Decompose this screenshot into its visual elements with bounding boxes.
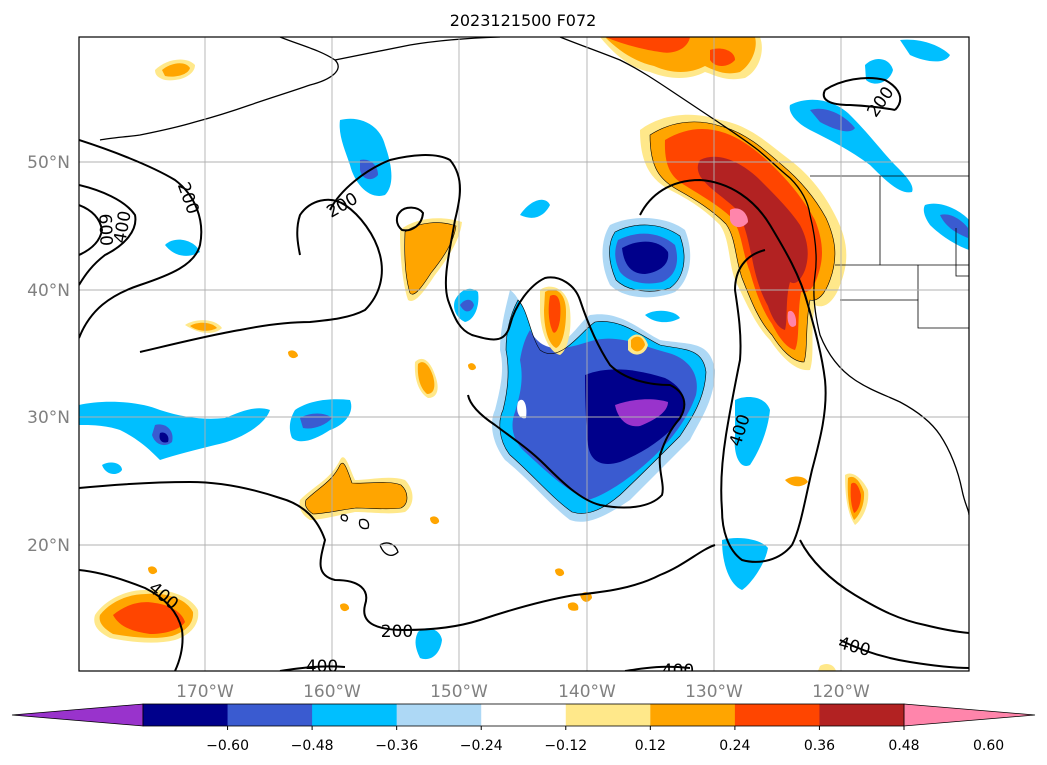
colorbar-tick-label: −0.48 [291, 738, 334, 754]
lat-label: 20°N [27, 536, 70, 556]
colorbar-tick-label: 0.12 [635, 738, 666, 754]
colorbar-segment [143, 704, 229, 726]
colorbar-segment [396, 704, 482, 726]
map-panel: 600 400 200 200 200 400 400 200 400 400 … [78, 36, 970, 681]
colorbar-tick-label: −0.12 [544, 738, 587, 754]
gridlines [79, 37, 969, 671]
lat-label: 50°N [27, 153, 70, 173]
colorbar-tick-label: −0.24 [460, 738, 503, 754]
contour-label: 200 [381, 622, 413, 642]
map-frame [78, 36, 970, 672]
colorbar-segment [650, 704, 736, 726]
lon-label: 130°W [685, 682, 743, 702]
colorbar: −0.60 −0.48 −0.36 −0.24 −0.12 0.12 0.24 0.36 0.4… [11, 703, 1036, 754]
contour-400-bottom [839, 639, 969, 669]
colorbar-tick-label: −0.36 [375, 738, 418, 754]
lon-label: 170°W [176, 682, 234, 702]
colorbar-segment [481, 704, 567, 726]
contour-400-southeast [624, 539, 969, 671]
contour-200-northeast [822, 77, 902, 111]
colorbar-segment [312, 704, 398, 726]
colorbar-segment [734, 704, 820, 726]
colorbar-segments [143, 704, 905, 726]
colorbar-ticks: −0.60 −0.48 −0.36 −0.24 −0.12 0.12 0.24 0.36 0.4… [206, 726, 1004, 754]
lon-label: 140°W [558, 682, 616, 702]
latitude-labels: 50°N 40°N 30°N 20°N [27, 153, 70, 556]
colorbar-segment [227, 704, 313, 726]
contour-label: 400 [306, 657, 338, 677]
colorbar-frame [142, 703, 905, 727]
lat-label: 40°N [27, 281, 70, 301]
colorbar-segment [565, 704, 651, 726]
colorbar-tick-label: 0.24 [719, 738, 750, 754]
colorbar-tick-label: 0.48 [888, 738, 919, 754]
contour-200-west-low [79, 139, 203, 339]
contour-600-west [79, 204, 104, 256]
contour-200-central [139, 154, 686, 509]
contour-200-south [79, 480, 716, 632]
coastlines [99, 37, 969, 556]
colorbar-tick-label: 0.36 [804, 738, 835, 754]
lon-label: 160°W [303, 682, 361, 702]
contour-label: 600 [94, 213, 115, 246]
shaded-field [79, 37, 969, 671]
political-borders [810, 175, 969, 329]
lon-label: 150°W [430, 682, 488, 702]
contour-lines [79, 77, 969, 671]
contour-400-south [279, 665, 346, 671]
colorbar-segment [819, 704, 905, 726]
colorbar-max-arrow [903, 703, 1036, 727]
map-title: 2023121500 F072 [450, 11, 597, 30]
contour-label: 400 [662, 661, 694, 681]
contour-400-east [639, 178, 827, 563]
contour-labels: 600 400 200 200 200 400 400 200 400 400 … [94, 83, 898, 681]
longitude-labels: 170°W 160°W 150°W 140°W 130°W 120°W [176, 682, 870, 702]
colorbar-tick-label: −0.60 [206, 738, 249, 754]
colorbar-min-arrow [11, 703, 144, 727]
lat-label: 30°N [27, 408, 70, 428]
colorbar-tick-label: 0.60 [973, 738, 1004, 754]
contour-200-loop [395, 206, 425, 232]
contour-400-west [79, 184, 137, 286]
contour-400-southwest [79, 569, 184, 671]
lon-label: 120°W [812, 682, 870, 702]
